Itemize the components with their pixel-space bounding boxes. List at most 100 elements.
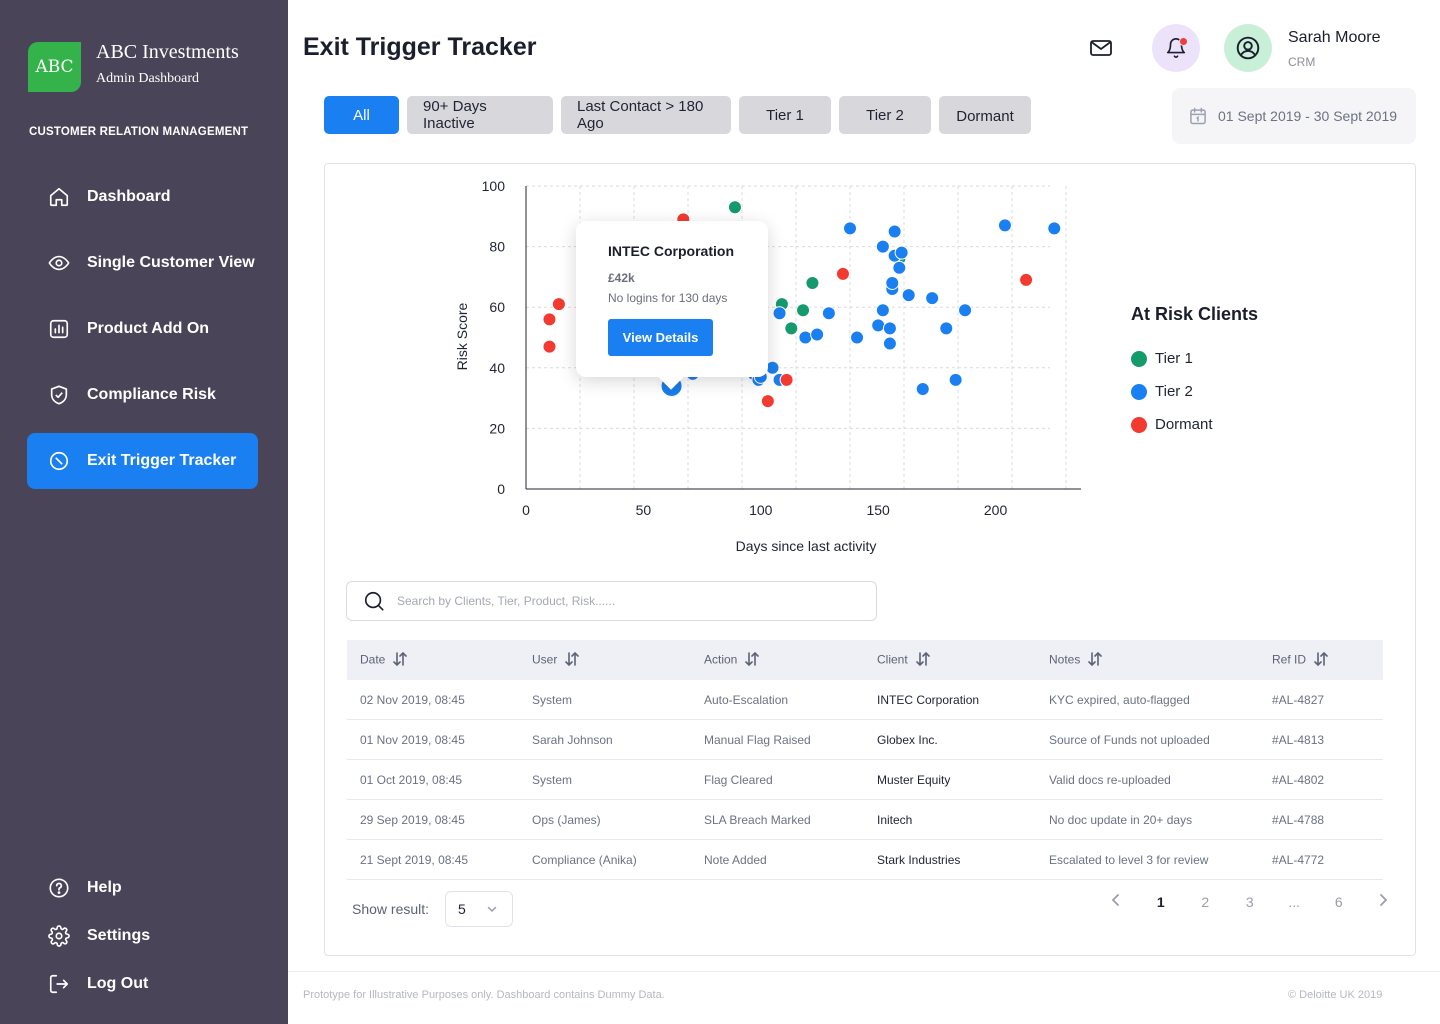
user-icon: [1236, 36, 1260, 60]
cell-date: 21 Sept 2019, 08:45: [360, 852, 469, 867]
pagination: 1 2 3 ... 6: [1094, 893, 1406, 910]
cell-notes: Source of Funds not uploaded: [1049, 732, 1210, 747]
data-point-dormant: [551, 297, 566, 312]
notification-badge: [1179, 37, 1188, 46]
filter-90-days-inactive[interactable]: 90+ Days Inactive: [407, 96, 553, 134]
x-tick-label: 100: [749, 502, 773, 518]
footer-divider: [288, 971, 1440, 972]
avatar[interactable]: [1224, 24, 1272, 72]
cell-ref-id: #AL-4813: [1272, 732, 1325, 747]
data-point-dormant: [835, 266, 850, 281]
data-point-tier-2: [885, 275, 900, 290]
column-header-client[interactable]: Client: [865, 651, 1037, 670]
legend-item-tier-1[interactable]: Tier 1: [1131, 350, 1258, 367]
filter-tier-2[interactable]: Tier 2: [839, 96, 931, 134]
data-point-tier-2: [810, 327, 825, 342]
data-point-tier-2: [915, 382, 930, 397]
legend-dot: [1131, 383, 1147, 400]
filter-all[interactable]: All: [324, 96, 399, 134]
logout-icon: [47, 972, 71, 996]
cell-client: Muster Equity: [877, 772, 951, 787]
y-tick-label: 20: [489, 420, 505, 436]
table-row[interactable]: 21 Sept 2019, 08:45 Compliance (Anika) N…: [347, 840, 1383, 880]
page-2-button[interactable]: 2: [1201, 893, 1210, 910]
chart-legend: At Risk Clients Tier 1 Tier 2 Dormant: [1131, 304, 1258, 449]
sidebar-item-label: Help: [87, 879, 122, 896]
previous-page-button[interactable]: [1094, 893, 1139, 910]
sidebar-item-single-customer-view[interactable]: Single Customer View: [27, 235, 258, 291]
filter-dormant[interactable]: Dormant: [939, 96, 1031, 134]
column-header-ref-id[interactable]: Ref ID: [1260, 651, 1383, 670]
search-input[interactable]: Search by Clients, Tier, Product, Risk..…: [346, 581, 877, 621]
notifications-button[interactable]: [1152, 24, 1200, 72]
brand-subtitle: Admin Dashboard: [96, 71, 200, 86]
sidebar-item-log-out[interactable]: Log Out: [27, 964, 258, 1004]
legend-item-tier-2[interactable]: Tier 2: [1131, 383, 1258, 400]
filter-last-contact[interactable]: Last Contact > 180 Ago: [561, 96, 731, 134]
page-1-button[interactable]: 1: [1156, 893, 1165, 910]
next-page-button[interactable]: [1361, 893, 1406, 910]
brand-title: ABC Investments: [96, 41, 239, 63]
user-name: Sarah Moore: [1288, 29, 1381, 46]
sidebar-item-help[interactable]: Help: [27, 868, 258, 908]
data-point-tier-1: [727, 200, 742, 215]
mail-icon[interactable]: [1088, 36, 1114, 60]
column-header-user[interactable]: User: [520, 651, 692, 670]
column-header-date[interactable]: Date: [347, 651, 520, 670]
legend-label: Tier 2: [1155, 383, 1193, 400]
date-range-text: 01 Sept 2019 - 30 Sept 2019: [1218, 108, 1398, 124]
y-tick-label: 40: [489, 360, 505, 376]
data-point-tier-2: [821, 306, 836, 321]
table-row[interactable]: 29 Sep 2019, 08:45 Ops (James) SLA Breac…: [347, 800, 1383, 840]
cell-ref-id: #AL-4827: [1272, 692, 1325, 707]
chevron-right-icon: [1380, 894, 1388, 906]
page-6-button[interactable]: 6: [1334, 893, 1343, 910]
footer-copyright: © Deloitte UK 2019: [1288, 989, 1383, 1001]
y-tick-label: 80: [489, 239, 505, 255]
data-point-tier-1: [805, 275, 820, 290]
risk-chart: 0 50 100 150 200 0 20 40 60 80 100 Days since last …: [325, 164, 1417, 564]
client-tooltip: INTEC Corporation £42k No logins for 130…: [576, 221, 768, 377]
table-row[interactable]: 01 Nov 2019, 08:45 Sarah Johnson Manual …: [347, 720, 1383, 760]
sidebar-item-compliance-risk[interactable]: Compliance Risk: [27, 367, 258, 423]
data-point-tier-2: [892, 260, 907, 275]
chart-icon: [47, 317, 71, 341]
sidebar-item-product-add-on[interactable]: Product Add On: [27, 301, 258, 357]
page-size-select[interactable]: 5: [445, 891, 514, 927]
view-details-button[interactable]: View Details: [608, 319, 713, 356]
cell-action: Manual Flag Raised: [704, 732, 811, 747]
sort-icon: [393, 651, 408, 670]
table-row[interactable]: 01 Oct 2019, 08:45 System Flag Cleared M…: [347, 760, 1383, 800]
bell-icon: [1166, 38, 1186, 58]
x-tick-label: 150: [866, 502, 890, 518]
chevron-left-icon: [1111, 894, 1120, 906]
page-3-button[interactable]: 3: [1245, 893, 1254, 910]
cell-client: Initech: [877, 812, 913, 827]
legend-item-dormant[interactable]: Dormant: [1131, 416, 1258, 433]
column-label: User: [532, 652, 558, 667]
sort-icon: [1088, 651, 1103, 670]
column-header-action[interactable]: Action: [692, 651, 865, 670]
sort-icon: [565, 651, 580, 670]
table-row[interactable]: 02 Nov 2019, 08:45 System Auto-Escalatio…: [347, 680, 1383, 720]
sidebar-item-settings[interactable]: Settings: [27, 916, 258, 956]
cell-ref-id: #AL-4772: [1272, 852, 1325, 867]
cell-notes: No doc update in 20+ days: [1049, 812, 1193, 827]
column-header-notes[interactable]: Notes: [1037, 651, 1260, 670]
activity-table: Date User Action Client Notes Ref ID 02 …: [347, 640, 1383, 880]
sidebar-item-dashboard[interactable]: Dashboard: [27, 169, 258, 225]
cell-ref-id: #AL-4788: [1272, 812, 1325, 827]
data-point-tier-2: [958, 303, 973, 318]
column-label: Date: [360, 652, 386, 667]
cell-client: Globex Inc.: [877, 732, 938, 747]
y-axis-label: Risk Score: [454, 302, 470, 370]
filter-tier-1[interactable]: Tier 1: [739, 96, 831, 134]
shield-check-icon: [47, 383, 71, 407]
date-range-picker[interactable]: 01 Sept 2019 - 30 Sept 2019: [1172, 88, 1416, 144]
sidebar-item-exit-trigger-tracker[interactable]: Exit Trigger Tracker: [27, 433, 258, 489]
cell-action: SLA Breach Marked: [704, 812, 811, 827]
sidebar: ABC ABC Investments Admin Dashboard CUST…: [0, 0, 288, 1024]
calendar-icon: [1190, 107, 1206, 125]
sidebar-bottom-nav: Help Settings Log Out: [27, 868, 258, 1012]
help-icon: [47, 876, 71, 900]
